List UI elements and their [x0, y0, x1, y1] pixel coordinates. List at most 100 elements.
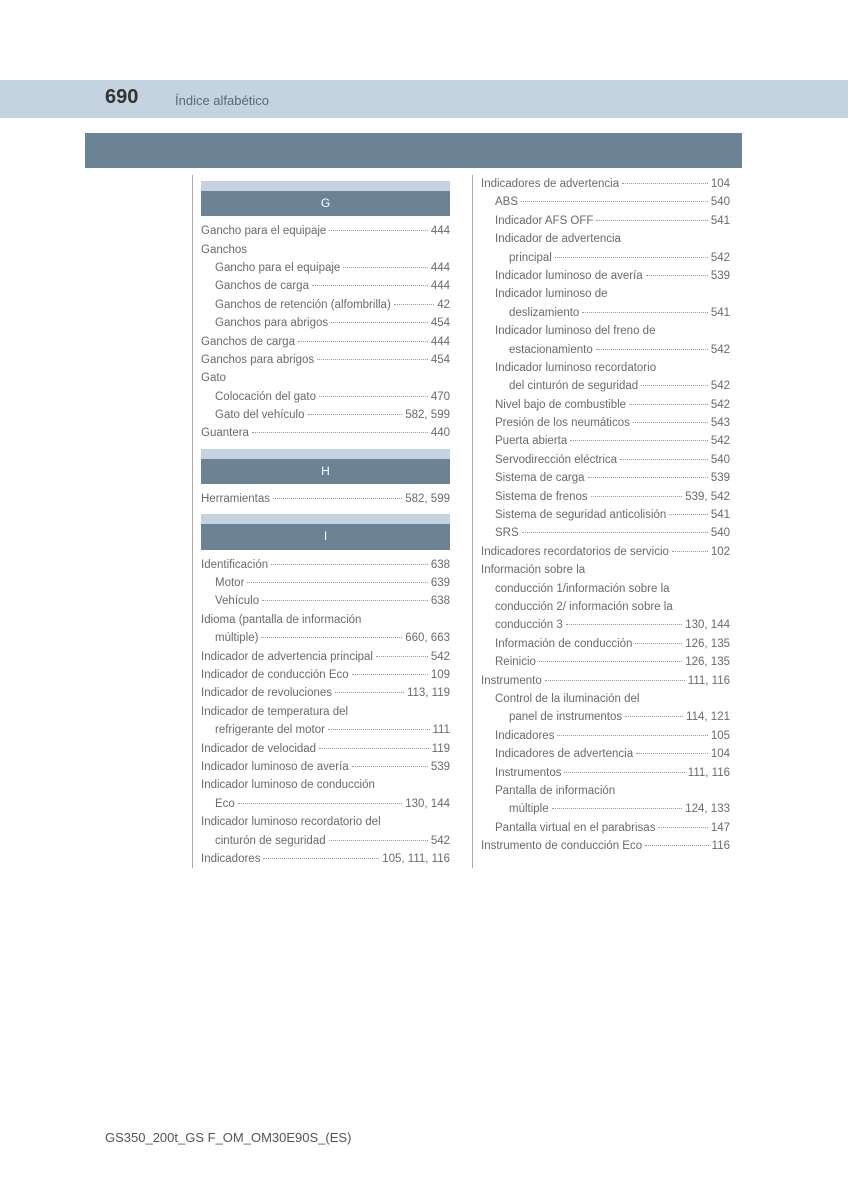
- entry-page: 104: [711, 175, 730, 193]
- leader-dots: [331, 322, 428, 323]
- entry-label: Instrumento de conducción Eco: [481, 837, 642, 855]
- entry-label: Instrumentos: [495, 764, 561, 782]
- index-entry: Indicadores105, 111, 116: [201, 850, 450, 868]
- entry-label: Indicadores recordatorios de servicio: [481, 543, 669, 561]
- index-entry: múltiple124, 133: [481, 800, 730, 818]
- leader-dots: [641, 385, 708, 386]
- page-number: 690: [105, 86, 138, 109]
- leader-dots: [557, 735, 707, 736]
- entry-page: 542: [711, 377, 730, 395]
- entry-page: 539: [711, 469, 730, 487]
- entry-label: Indicador luminoso del freno de: [495, 322, 655, 340]
- entry-page: 541: [711, 212, 730, 230]
- leader-dots: [261, 637, 402, 638]
- entry-label: Gancho para el equipaje: [215, 259, 340, 277]
- entry-page: 540: [711, 524, 730, 542]
- entry-label: Indicador de advertencia: [495, 230, 621, 248]
- entry-page: 660, 663: [405, 629, 450, 647]
- entry-label: Información de conducción: [495, 635, 632, 653]
- entry-label: Ganchos para abrigos: [215, 314, 328, 332]
- entry-label: múltiple): [215, 629, 258, 647]
- entry-label: SRS: [495, 524, 519, 542]
- entry-page: 124, 133: [685, 800, 730, 818]
- index-entry: Información de conducción126, 135: [481, 635, 730, 653]
- leader-dots: [555, 257, 708, 258]
- section-header: G: [201, 191, 450, 216]
- entry-label: Indicador luminoso recordatorio del: [201, 813, 381, 831]
- entry-page: 540: [711, 451, 730, 469]
- leader-dots: [319, 396, 428, 397]
- index-entry: estacionamiento542: [481, 341, 730, 359]
- section-bar: [85, 133, 742, 168]
- leader-dots: [522, 532, 708, 533]
- leader-dots: [582, 312, 707, 313]
- index-entry: Servodirección eléctrica540: [481, 451, 730, 469]
- leader-dots: [352, 674, 428, 675]
- index-entry: Presión de los neumáticos543: [481, 414, 730, 432]
- leader-dots: [262, 600, 428, 601]
- index-entry: Indicador luminoso recordatorio: [481, 359, 730, 377]
- leader-dots: [669, 514, 707, 515]
- index-entry: deslizamiento541: [481, 304, 730, 322]
- index-entry: SRS 540: [481, 524, 730, 542]
- entry-page: 542: [431, 832, 450, 850]
- index-entry: Indicador AFS OFF541: [481, 212, 730, 230]
- index-entry: Indicador de temperatura del: [201, 703, 450, 721]
- leader-dots: [596, 349, 708, 350]
- index-entry: Instrumentos 111, 116: [481, 764, 730, 782]
- index-entry: Colocación del gato 470: [201, 388, 450, 406]
- index-entry: Sistema de frenos539, 542: [481, 488, 730, 506]
- leader-dots: [343, 267, 427, 268]
- index-entry: Indicador luminoso de: [481, 285, 730, 303]
- entry-label: Colocación del gato: [215, 388, 316, 406]
- index-entry: del cinturón de seguridad542: [481, 377, 730, 395]
- leader-dots: [622, 183, 708, 184]
- entry-page: 119: [432, 740, 450, 758]
- index-entry: Sistema de carga 539: [481, 469, 730, 487]
- entry-label: cinturón de seguridad: [215, 832, 326, 850]
- entry-label: Gato: [201, 369, 226, 387]
- entry-page: 116: [712, 837, 730, 855]
- entry-page: 111: [433, 721, 450, 739]
- index-entry: Ganchos para abrigos454: [201, 351, 450, 369]
- entry-page: 540: [711, 193, 730, 211]
- leader-dots: [317, 359, 428, 360]
- entry-label: Indicador luminoso de: [495, 285, 608, 303]
- entry-page: 639: [431, 574, 450, 592]
- index-entry: Ganchos de carga444: [201, 277, 450, 295]
- entry-page: 539: [431, 758, 450, 776]
- leader-dots: [335, 692, 404, 693]
- entry-page: 126, 135: [685, 653, 730, 671]
- entry-label: Sistema de carga: [495, 469, 585, 487]
- leader-dots: [636, 753, 708, 754]
- index-entry: Indicadores de advertencia104: [481, 745, 730, 763]
- entry-page: 444: [431, 259, 450, 277]
- index-entry: Indicador de advertencia: [481, 230, 730, 248]
- index-entry: ABS540: [481, 193, 730, 211]
- leader-dots: [625, 716, 683, 717]
- entry-label: Puerta abierta: [495, 432, 567, 450]
- entry-page: 111, 116: [688, 764, 730, 782]
- index-entry: Guantera440: [201, 424, 450, 442]
- index-entry: refrigerante del motor111: [201, 721, 450, 739]
- index-entry: Instrumento111, 116: [481, 672, 730, 690]
- entry-page: 539, 542: [685, 488, 730, 506]
- leader-dots: [645, 845, 709, 846]
- entry-page: 444: [431, 277, 450, 295]
- entry-label: Indicador luminoso recordatorio: [495, 359, 656, 377]
- leader-dots: [633, 422, 708, 423]
- leader-dots: [596, 220, 707, 221]
- entry-label: estacionamiento: [509, 341, 593, 359]
- entry-label: Ganchos: [201, 241, 247, 259]
- leader-dots: [238, 803, 402, 804]
- entry-label: Guantera: [201, 424, 249, 442]
- entry-label: Control de la iluminación del: [495, 690, 639, 708]
- entry-page: 470: [431, 388, 450, 406]
- entry-label: Eco: [215, 795, 235, 813]
- section-header: I: [201, 524, 450, 549]
- leader-dots: [329, 230, 427, 231]
- leader-dots: [319, 748, 429, 749]
- entry-page: 130, 144: [405, 795, 450, 813]
- entry-page: 638: [431, 592, 450, 610]
- entry-page: 454: [431, 314, 450, 332]
